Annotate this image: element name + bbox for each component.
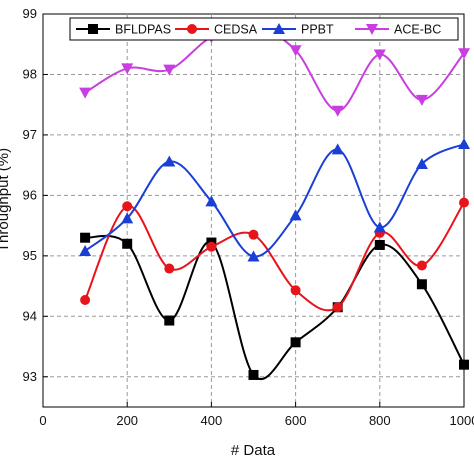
legend-marker bbox=[366, 24, 378, 35]
legend-entry: CEDSA bbox=[175, 23, 258, 37]
data-point bbox=[122, 238, 133, 249]
y-tick-labels: 93 94 95 96 97 98 99 bbox=[23, 6, 37, 384]
y-axis-title: Throughput (%) bbox=[0, 148, 12, 252]
x-tick-label: 200 bbox=[116, 413, 138, 428]
data-point bbox=[121, 212, 134, 224]
data-point bbox=[415, 157, 428, 169]
data-point bbox=[289, 45, 302, 57]
series-line bbox=[84, 234, 465, 380]
legend-entry: PPBT bbox=[262, 23, 334, 37]
data-point bbox=[164, 263, 175, 274]
data-point bbox=[206, 241, 217, 252]
data-point bbox=[459, 359, 469, 370]
data-point bbox=[80, 294, 91, 305]
data-point bbox=[374, 239, 385, 250]
data-point bbox=[79, 245, 92, 257]
series-line bbox=[84, 143, 465, 258]
y-tick-label: 99 bbox=[23, 6, 37, 21]
data-point bbox=[416, 279, 427, 290]
data-point bbox=[332, 302, 343, 313]
legend-label: BFLDPAS bbox=[115, 23, 171, 37]
data-point bbox=[247, 250, 260, 262]
data-point bbox=[458, 48, 470, 60]
data-point bbox=[163, 64, 176, 76]
x-tick-labels: 0 200 400 600 800 1000 bbox=[39, 413, 474, 428]
y-tick-label: 95 bbox=[23, 248, 37, 263]
data-point bbox=[164, 315, 175, 326]
y-tick-label: 96 bbox=[23, 187, 37, 202]
data-point bbox=[290, 337, 301, 348]
data-point bbox=[80, 232, 91, 243]
legend-marker bbox=[88, 24, 98, 34]
legend: BFLDPAS CEDSA PPBT ACE-BC bbox=[69, 17, 459, 41]
data-point bbox=[248, 229, 259, 240]
legend-label: ACE-BC bbox=[394, 23, 441, 37]
data-point bbox=[122, 201, 133, 212]
data-point bbox=[248, 369, 259, 380]
legend-marker bbox=[187, 24, 197, 34]
y-tick-label: 97 bbox=[23, 127, 37, 142]
data-point bbox=[458, 137, 470, 149]
x-tick-label: 1000 bbox=[450, 413, 474, 428]
legend-label: CEDSA bbox=[214, 23, 258, 37]
series-ppbt bbox=[79, 137, 470, 262]
x-tick-label: 0 bbox=[39, 413, 46, 428]
legend-entry: ACE-BC bbox=[355, 23, 441, 37]
data-point bbox=[416, 260, 427, 271]
data-point bbox=[163, 155, 176, 167]
y-tick-label: 93 bbox=[23, 369, 37, 384]
x-tick-label: 400 bbox=[201, 413, 223, 428]
data-point bbox=[331, 143, 344, 155]
data-point bbox=[459, 197, 469, 208]
data-point bbox=[331, 105, 344, 117]
data-point bbox=[373, 49, 386, 61]
axis-ticks bbox=[42, 13, 465, 407]
data-point bbox=[205, 195, 218, 207]
data-point bbox=[79, 87, 92, 99]
y-tick-label: 94 bbox=[23, 308, 37, 323]
data-point bbox=[415, 94, 428, 106]
x-tick-label: 800 bbox=[369, 413, 391, 428]
data-point bbox=[121, 63, 134, 75]
data-point bbox=[290, 285, 301, 296]
series-cedsa bbox=[80, 197, 469, 313]
y-tick-label: 98 bbox=[23, 66, 37, 81]
legend-entry: BFLDPAS bbox=[76, 23, 171, 37]
data-point bbox=[289, 209, 302, 221]
legend-marker bbox=[273, 23, 285, 34]
x-axis-title: # Data bbox=[231, 442, 276, 459]
data-point bbox=[373, 221, 386, 233]
x-tick-label: 600 bbox=[285, 413, 307, 428]
plot-area bbox=[42, 13, 465, 408]
legend-label: PPBT bbox=[301, 23, 334, 37]
series-line bbox=[84, 202, 465, 312]
